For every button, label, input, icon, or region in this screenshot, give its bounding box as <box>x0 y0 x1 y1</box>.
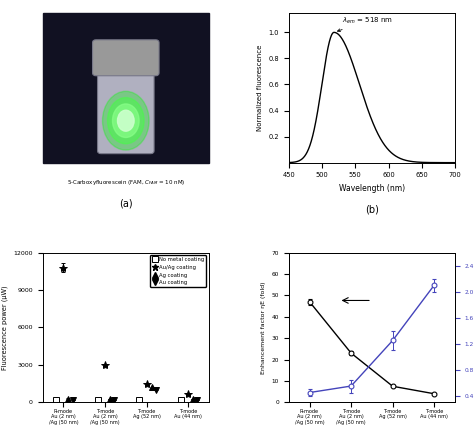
Y-axis label: Normalized fluorescence: Normalized fluorescence <box>257 45 263 131</box>
Ellipse shape <box>102 91 149 150</box>
X-axis label: Wavelength (nm): Wavelength (nm) <box>339 184 405 193</box>
Ellipse shape <box>112 104 139 137</box>
Y-axis label: Enhancement factor ηE (fold): Enhancement factor ηE (fold) <box>261 281 266 374</box>
Ellipse shape <box>108 98 144 144</box>
Text: 5-Carboxyfluorescein (FAM, $C_{FAM}$ = 10 nM): 5-Carboxyfluorescein (FAM, $C_{FAM}$ = 1… <box>66 178 185 187</box>
Text: $\lambda_{em}$ = 518 nm: $\lambda_{em}$ = 518 nm <box>337 16 393 32</box>
Text: (a): (a) <box>119 199 133 208</box>
FancyBboxPatch shape <box>98 65 154 154</box>
Text: (b): (b) <box>365 205 379 214</box>
Legend: No metal coating, Au/Ag coating, Ag coating, Au coating: No metal coating, Au/Ag coating, Ag coat… <box>150 255 206 287</box>
Ellipse shape <box>118 110 134 131</box>
FancyBboxPatch shape <box>92 40 159 76</box>
Y-axis label: Fluorescence power (μW): Fluorescence power (μW) <box>1 285 8 370</box>
